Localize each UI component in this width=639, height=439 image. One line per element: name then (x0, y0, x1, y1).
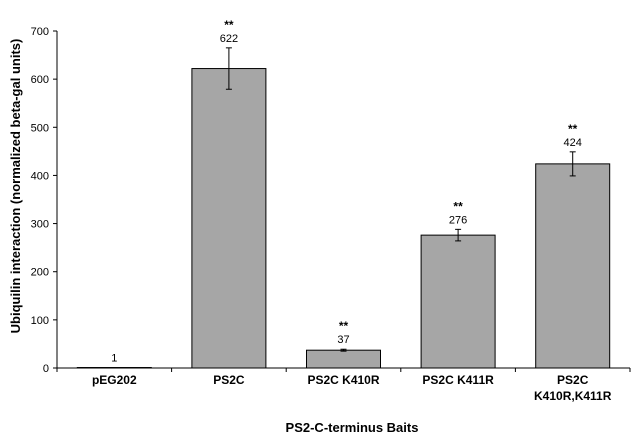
bar (420, 234, 496, 369)
y-tick-label: 400 (31, 170, 49, 182)
data-label: 1 (111, 353, 117, 365)
y-tick-label: 0 (43, 363, 49, 375)
y-axis-title: Ubiquilin interaction (normalized beta-g… (8, 39, 23, 334)
y-tick-label: 700 (31, 26, 49, 38)
data-label: 424 (564, 137, 582, 149)
y-tick-label: 100 (31, 315, 49, 327)
x-tick-label: K410R,K411R (534, 389, 612, 403)
x-tick-label: PS2C (557, 373, 589, 387)
significance-marker: ** (339, 319, 349, 333)
significance-marker: ** (568, 122, 578, 136)
y-axis: 0 100 200 300 400 500 600 700 (31, 26, 58, 375)
y-tick-label: 500 (31, 122, 49, 134)
x-axis: pEG202 PS2C PS2C K410R PS2C K411R PS2C K410R,… (56, 367, 631, 403)
significance-marker: ** (453, 199, 463, 213)
x-tick-label: PS2C (213, 373, 245, 387)
y-tick-label: 300 (31, 219, 49, 231)
x-axis-title: PS2-C-terminus Baits (286, 420, 419, 435)
bar (191, 68, 267, 369)
data-label: 37 (337, 334, 349, 346)
y-tick-label: 600 (31, 74, 49, 86)
data-label: 622 (220, 33, 238, 45)
bar (535, 163, 611, 369)
x-tick-label: pEG202 (92, 373, 137, 387)
y-tick-label: 200 (31, 267, 49, 279)
x-tick-label: PS2C K411R (422, 373, 494, 387)
data-label: 276 (449, 214, 467, 226)
x-tick-label: PS2C K410R (307, 373, 379, 387)
significance-marker: ** (224, 18, 234, 32)
bar (306, 349, 381, 369)
